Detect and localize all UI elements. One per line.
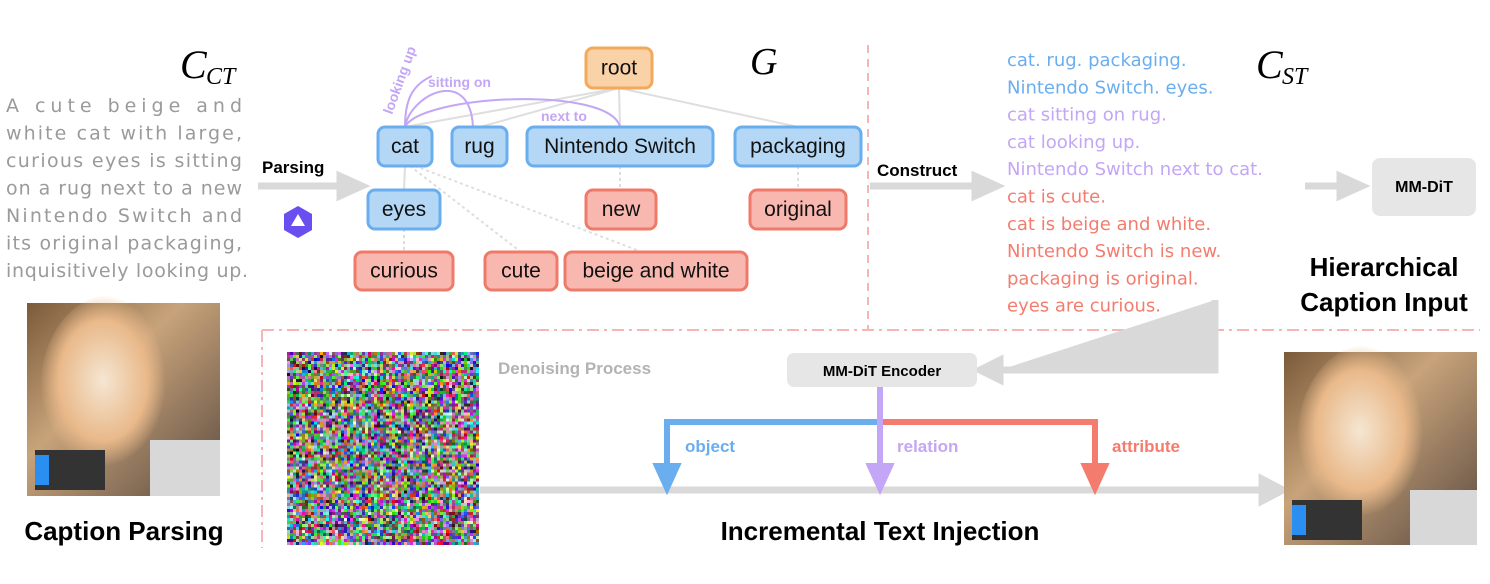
- caption-line: curious eyes is sitting: [6, 150, 242, 172]
- object-node: rug: [452, 127, 507, 166]
- hierarchical-title-line1: Hierarchical: [1310, 252, 1459, 282]
- node-label: new: [602, 198, 641, 221]
- object-node: cat: [378, 127, 432, 166]
- caption-parsing-title: Caption Parsing: [24, 516, 223, 546]
- node-label: eyes: [382, 198, 426, 221]
- structured-line-relation: cat looking up.: [1007, 132, 1140, 153]
- svg-text:CT: CT: [206, 64, 237, 90]
- node-label: cat: [391, 135, 419, 158]
- construct-label: Construct: [877, 161, 958, 180]
- output-cat-image: [1284, 345, 1477, 545]
- caption-line: white cat with large,: [6, 123, 242, 145]
- structured-line-attribute: eyes are curious.: [1007, 296, 1161, 317]
- object-node: eyes: [368, 190, 440, 229]
- structured-line-object: Nintendo Switch. eyes.: [1007, 77, 1213, 98]
- object-node: Nintendo Switch: [527, 127, 713, 166]
- node-label: curious: [370, 260, 438, 283]
- caption-line: A cute beige and: [6, 95, 242, 117]
- caption-line: its original packaging,: [6, 233, 242, 255]
- caption-line: on a rug next to a new: [6, 178, 242, 200]
- node-label: original: [764, 198, 832, 221]
- object-node: packaging: [735, 127, 861, 166]
- structured-line-attribute: cat is beige and white.: [1007, 214, 1211, 235]
- node-label: packaging: [750, 135, 846, 158]
- mmdit-label: MM-DiT: [1395, 179, 1453, 196]
- injection-title: Incremental Text Injection: [721, 516, 1040, 546]
- attribute-node: cute: [485, 252, 557, 290]
- node-label: rug: [464, 135, 494, 158]
- node-label: root: [601, 57, 637, 80]
- structured-line-object: cat. rug. packaging.: [1007, 50, 1187, 71]
- llm-logo-icon: [284, 206, 312, 238]
- attribute-node: original: [750, 190, 846, 229]
- attribute-node: curious: [355, 252, 453, 290]
- branch-object-label: object: [685, 437, 735, 456]
- parsing-label: Parsing: [262, 158, 324, 177]
- branch-relation-label: relation: [897, 437, 958, 456]
- caption-line: Nintendo Switch and: [6, 205, 242, 227]
- svg-text:ST: ST: [1282, 64, 1309, 90]
- svg-text:C: C: [180, 42, 208, 87]
- caption-symbol: C CT: [180, 42, 237, 90]
- relation-label-sitting-on: sitting on: [428, 74, 491, 90]
- structured-line-attribute: packaging is original.: [1007, 268, 1199, 289]
- relation-label-next-to: next to: [541, 108, 587, 124]
- denoising-label: Denoising Process: [498, 359, 651, 378]
- attribute-node: beige and white: [565, 252, 747, 290]
- structured-line-attribute: cat is cute.: [1007, 187, 1106, 208]
- structured-symbol: C ST: [1256, 42, 1309, 90]
- caption-line: inquisitively looking up.: [6, 260, 248, 282]
- noise-image: [287, 352, 479, 545]
- attribute-node: new: [586, 190, 656, 229]
- structured-line-relation: Nintendo Switch next to cat.: [1007, 159, 1263, 180]
- structured-line-relation: cat sitting on rug.: [1007, 105, 1167, 126]
- parsing-arrow: [258, 176, 362, 196]
- node-label: beige and white: [582, 260, 729, 283]
- hierarchical-title-line2: Caption Input: [1300, 287, 1468, 317]
- relation-label-looking-up: looking up: [380, 44, 419, 116]
- graph-symbol: G: [750, 41, 777, 83]
- mmdit-arrow: [1305, 176, 1362, 196]
- node-label: Nintendo Switch: [544, 135, 696, 158]
- relation-branch: [870, 387, 890, 488]
- input-cat-image: [27, 295, 220, 496]
- structured-line-attribute: Nintendo Switch is new.: [1007, 241, 1221, 262]
- root-node: root: [586, 48, 652, 88]
- node-label: cute: [501, 260, 541, 283]
- branch-attribute-label: attribute: [1112, 437, 1180, 456]
- svg-text:C: C: [1256, 42, 1284, 87]
- complex-caption: A cute beige and white cat with large, cur…: [6, 95, 248, 282]
- structured-caption: cat. rug. packaging. Nintendo Switch. eye…: [1007, 50, 1263, 317]
- encoder-label: MM-DiT Encoder: [823, 363, 941, 380]
